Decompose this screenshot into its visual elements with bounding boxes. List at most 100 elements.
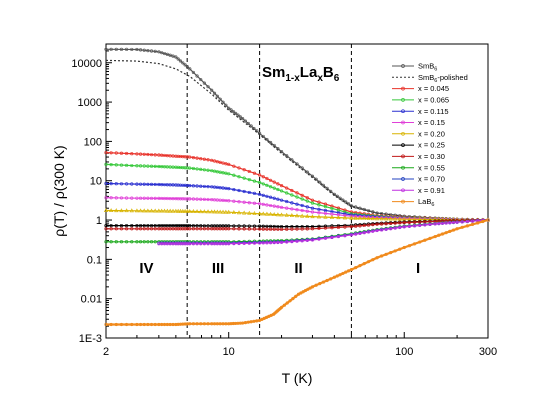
series-line: [105, 209, 489, 221]
series-marker: [199, 197, 203, 201]
series-marker: [310, 238, 315, 242]
series-marker: [168, 208, 173, 213]
series-marker: [375, 222, 379, 226]
series-marker: [329, 214, 335, 219]
legend-item: x = 0.20: [392, 129, 445, 138]
series-marker: [210, 158, 214, 162]
series-marker: [149, 153, 154, 157]
series-marker: [157, 50, 161, 54]
series-marker: [362, 207, 366, 212]
series-marker: [153, 224, 157, 228]
series-marker: [290, 193, 294, 197]
series-marker: [218, 170, 222, 174]
series-marker: [460, 220, 464, 224]
legend-label: x = 0.115: [418, 107, 449, 116]
legend-marker: [401, 64, 405, 68]
series-marker: [336, 215, 341, 220]
series-marker: [300, 203, 304, 208]
series-marker: [423, 238, 427, 242]
series-marker: [149, 240, 154, 244]
series-marker: [323, 214, 328, 219]
series-marker: [109, 208, 114, 213]
series-marker: [138, 322, 143, 327]
series-marker: [146, 227, 150, 231]
series-marker: [275, 212, 280, 217]
series-marker: [310, 285, 315, 289]
series-marker: [242, 176, 246, 180]
series-marker: [393, 249, 397, 253]
series-marker: [125, 182, 129, 186]
series-marker: [265, 227, 269, 231]
x-tick-label: 100: [395, 346, 413, 358]
series-marker: [362, 215, 367, 220]
series-marker: [428, 236, 432, 240]
series-marker: [135, 196, 139, 200]
series-marker: [238, 115, 242, 119]
series-marker: [310, 227, 315, 231]
series-marker: [279, 205, 284, 209]
series-marker: [379, 254, 384, 258]
series-marker: [349, 225, 354, 229]
series-marker: [247, 190, 251, 195]
series-marker: [104, 322, 108, 327]
series-marker: [448, 229, 452, 233]
series-marker: [178, 59, 183, 63]
region-label: IV: [139, 260, 153, 277]
series-marker: [317, 226, 321, 231]
series-marker: [237, 241, 241, 246]
series-marker: [375, 228, 379, 233]
series-marker: [149, 164, 154, 168]
x-axis-title: T (K): [282, 370, 313, 386]
legend-item: x = 0.065: [392, 96, 449, 105]
series-marker: [282, 303, 286, 307]
series-marker: [237, 227, 241, 231]
series-marker: [199, 322, 203, 326]
legend-item: x = 0.55: [392, 163, 445, 172]
series-marker: [265, 203, 269, 207]
legend-marker: [401, 131, 405, 136]
legend-marker: [401, 188, 405, 193]
series-marker: [146, 196, 150, 200]
series-marker: [300, 193, 304, 197]
series-marker: [227, 172, 231, 176]
series-marker: [160, 51, 164, 55]
series-marker: [212, 159, 217, 163]
series-marker: [215, 94, 219, 98]
series-marker: [338, 273, 342, 277]
series-marker: [384, 216, 389, 221]
series-marker: [346, 269, 351, 273]
series-marker: [218, 160, 222, 164]
legend-label: x = 0.15: [418, 118, 445, 127]
series-marker: [130, 47, 134, 52]
series-marker: [142, 182, 146, 186]
series-marker: [268, 195, 273, 199]
series-marker: [174, 55, 178, 59]
series-marker: [265, 194, 269, 198]
legend-marker: [401, 154, 405, 159]
series-marker: [276, 182, 280, 186]
series-marker: [146, 152, 150, 157]
series-marker: [240, 117, 245, 121]
series-marker: [295, 202, 299, 206]
series-marker: [202, 157, 206, 161]
series-marker: [268, 227, 273, 231]
series-marker: [300, 213, 305, 218]
series-marker: [195, 322, 199, 326]
series-marker: [195, 227, 199, 231]
series-marker: [212, 91, 217, 95]
series-marker: [237, 175, 241, 179]
region-label: III: [212, 260, 225, 277]
series-marker: [119, 47, 124, 51]
series-marker: [232, 164, 236, 168]
legend-label: LaB6: [418, 197, 434, 208]
series-marker: [109, 151, 113, 155]
series-marker: [374, 216, 380, 221]
series-marker: [343, 225, 347, 229]
series-marker: [418, 240, 422, 244]
series-line: [106, 218, 489, 326]
series-marker: [199, 167, 203, 171]
series-marker: [176, 208, 181, 213]
series-marker: [185, 65, 190, 69]
